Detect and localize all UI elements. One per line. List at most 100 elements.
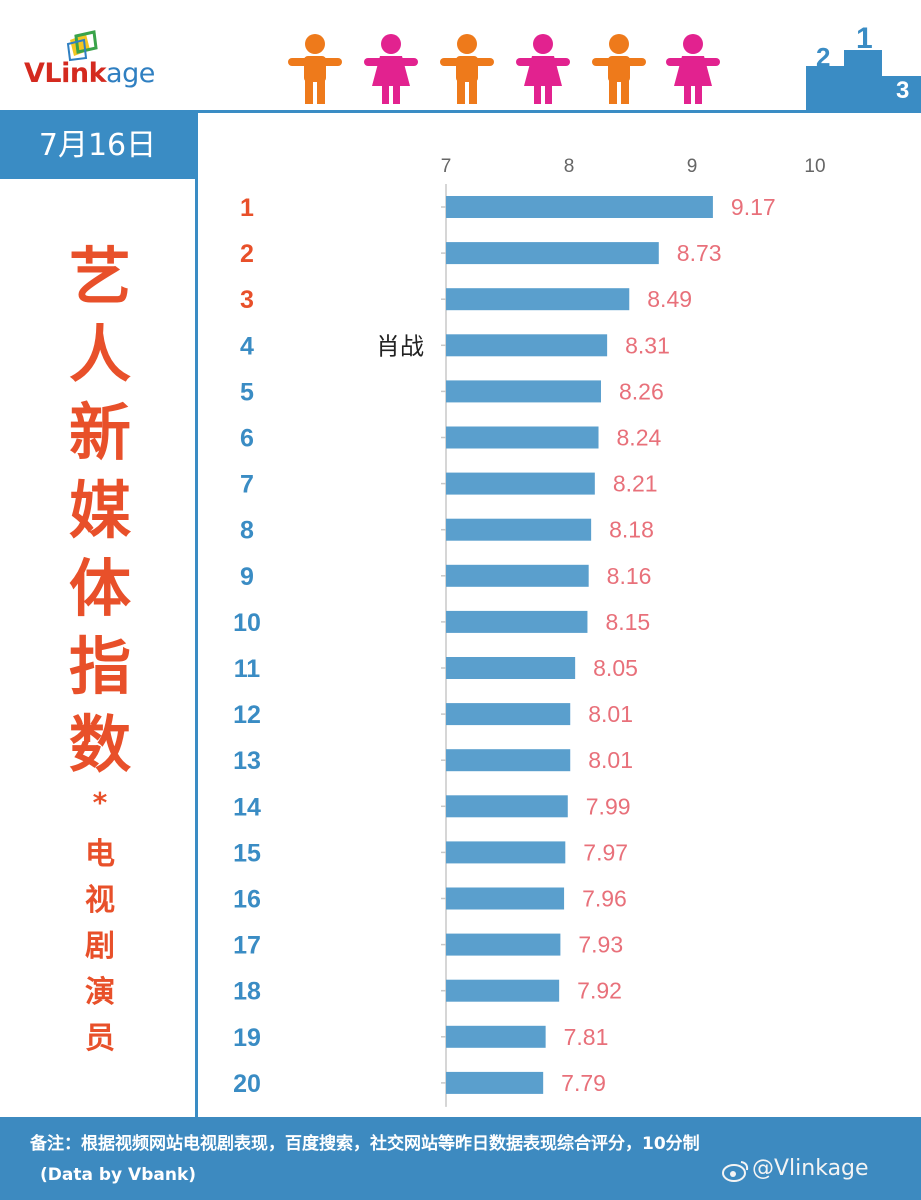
person-male-icon — [592, 34, 646, 104]
logo-v: V — [24, 58, 45, 89]
title-char: 艺 — [68, 240, 131, 313]
logo-link: Link — [44, 58, 107, 89]
bar — [446, 288, 630, 311]
x-tick-label: 7 — [441, 156, 452, 177]
rank-label: 3 — [240, 286, 254, 314]
panel-divider — [195, 113, 198, 1117]
bar-value-label: 7.97 — [583, 839, 628, 865]
title-char: 指 — [68, 630, 131, 703]
person-male-icon — [440, 34, 494, 104]
people-icons — [284, 32, 724, 104]
bar-value-label: 8.05 — [593, 655, 638, 681]
rank-label: 7 — [240, 471, 254, 499]
rank-label: 16 — [233, 886, 261, 914]
subtitle-char: 电 — [85, 837, 115, 872]
rank-label: 8 — [240, 517, 254, 545]
vlinkage-logo: VLinkage — [24, 30, 194, 96]
bar — [446, 196, 713, 218]
bar — [446, 841, 566, 864]
bar — [446, 334, 608, 357]
bar-value-label: 8.26 — [619, 378, 664, 404]
watermark: @Vlinkage — [752, 1156, 869, 1181]
title-char: 人 — [68, 318, 131, 391]
bar — [446, 795, 568, 818]
bar — [446, 472, 595, 495]
subtitle-char: 视 — [85, 883, 115, 918]
subtitle-char: 员 — [85, 1021, 115, 1056]
bar-value-label: 7.81 — [564, 1024, 609, 1050]
bar-value-label: 7.99 — [586, 793, 631, 819]
bar-value-label: 8.01 — [588, 747, 633, 773]
rank-label: 13 — [233, 747, 261, 775]
title-char: 数 — [68, 708, 131, 781]
podium-icon: 2 1 3 — [806, 22, 921, 110]
date-box: 7月16日 — [0, 113, 195, 179]
bar-value-label: 8.15 — [605, 609, 650, 635]
bar — [446, 657, 576, 679]
bar-value-label: 8.16 — [607, 563, 652, 589]
subtitle-char: 剧 — [85, 929, 115, 964]
bar — [446, 380, 601, 403]
rank-label: 10 — [233, 609, 261, 637]
bar-annotation: 肖战 — [376, 332, 424, 360]
bar — [446, 564, 589, 587]
bar-value-label: 8.49 — [647, 286, 692, 312]
title-char: 新 — [68, 396, 131, 469]
bar-value-label: 8.18 — [609, 517, 654, 543]
bar — [446, 979, 560, 1002]
bar-value-label: 7.93 — [578, 932, 623, 958]
header-divider — [0, 110, 921, 113]
bar-value-label: 7.79 — [561, 1070, 606, 1096]
bar — [446, 426, 599, 449]
svg-text:2: 2 — [816, 42, 830, 72]
bar — [446, 242, 659, 265]
bar — [446, 518, 592, 541]
bar — [446, 703, 571, 726]
bar-value-label: 8.24 — [617, 425, 662, 451]
rank-label: 18 — [233, 978, 261, 1006]
rank-label: 19 — [233, 1024, 261, 1052]
title-char: 体 — [68, 552, 131, 625]
x-tick-label: 10 — [804, 156, 825, 177]
footer: 备注：根据视频网站电视剧表现，百度搜索，社交网站等昨日数据表现综合评分，10分制… — [0, 1117, 921, 1200]
x-tick-label: 9 — [687, 156, 698, 177]
bar — [446, 1025, 546, 1048]
rank-label: 2 — [240, 240, 254, 268]
footer-source: (Data by Vbank) — [40, 1165, 197, 1185]
bar — [446, 1071, 544, 1094]
svg-text:1: 1 — [856, 22, 873, 55]
bar-value-label: 7.92 — [577, 978, 622, 1004]
title-star: * — [92, 786, 108, 819]
bar-value-label: 8.21 — [613, 471, 658, 497]
title-char: 媒 — [68, 474, 131, 547]
bar — [446, 887, 565, 910]
subtitle-char: 演 — [85, 975, 115, 1010]
svg-text:3: 3 — [896, 77, 909, 104]
bar — [446, 749, 571, 772]
bar-value-label: 7.96 — [582, 886, 627, 912]
bar — [446, 933, 561, 956]
sub-title: 电 视 剧 演 员 — [40, 832, 160, 1062]
bar-chart: 7 8 9 10 9.17 1 8.73 2 8.49 3 8.31 4 8.26 5 8.24 6 8.21 7… — [233, 156, 826, 1107]
logo-text: VLinkage — [24, 58, 155, 89]
rank-label: 6 — [240, 425, 254, 453]
header: VLinkage — [0, 0, 921, 110]
x-tick-label: 8 — [564, 156, 575, 177]
bar-value-label: 8.73 — [677, 240, 722, 266]
rank-label: 14 — [233, 793, 261, 821]
bar-value-label: 8.31 — [625, 332, 670, 358]
footer-note: 备注：根据视频网站电视剧表现，百度搜索，社交网站等昨日数据表现综合评分，10分制 — [30, 1134, 700, 1154]
rank-label: 5 — [240, 378, 254, 406]
weibo-icon — [722, 1161, 749, 1182]
rank-label: 9 — [240, 563, 254, 591]
rank-label: 11 — [234, 655, 261, 683]
logo-age: age — [106, 58, 155, 89]
bar-value-label: 9.17 — [731, 194, 776, 220]
rank-label: 15 — [233, 839, 261, 867]
bar — [446, 610, 588, 633]
bar-value-label: 8.01 — [588, 701, 633, 727]
person-female-icon — [516, 34, 570, 104]
person-female-icon — [666, 34, 720, 104]
rank-label: 1 — [240, 194, 254, 222]
rank-label: 17 — [233, 932, 261, 960]
